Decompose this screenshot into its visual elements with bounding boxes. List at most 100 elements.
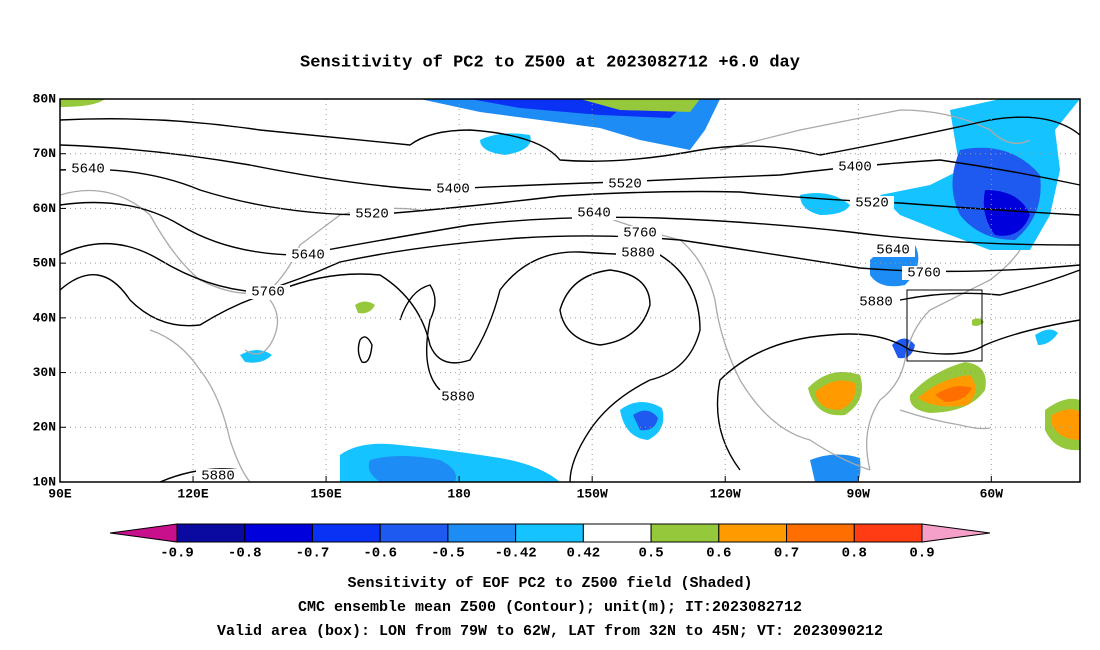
- contour-label-bg: [286, 248, 330, 262]
- shade-region: [368, 456, 456, 482]
- colorbar-segment: [853, 523, 923, 543]
- contour-label: 5520: [855, 196, 889, 212]
- colorbar-label: -0.8: [228, 546, 262, 562]
- colorbar-label: 0.42: [567, 546, 601, 562]
- contour-label-bg: [431, 182, 475, 196]
- shade-region: [972, 318, 984, 326]
- title: Sensitivity of PC2 to Z500 at 2023082712…: [300, 53, 800, 72]
- colorbar-label: -0.7: [296, 546, 330, 562]
- coastline: [719, 109, 1031, 151]
- contour-label: 5880: [859, 295, 893, 311]
- contour: [899, 269, 1081, 301]
- colorbar-extend: [109, 523, 178, 543]
- y-tick-label: 40N: [33, 310, 56, 325]
- contour: [59, 251, 701, 483]
- shade-region: [633, 410, 658, 431]
- y-tick-label: 20N: [33, 420, 56, 435]
- shade-region: [810, 454, 861, 482]
- x-tick-label: 120W: [710, 486, 741, 501]
- contour-label-bg: [603, 177, 647, 191]
- contour-label: 5880: [441, 390, 475, 406]
- colorbar-segment: [786, 523, 855, 543]
- shade-region: [800, 192, 850, 215]
- contour-label-bg: [66, 162, 110, 176]
- contour-label: 5640: [577, 206, 611, 222]
- colorbar-label: 0.5: [638, 546, 663, 562]
- contour-label: 5640: [71, 162, 105, 178]
- contour: [59, 201, 1081, 256]
- colorbar-segment: [718, 523, 788, 543]
- caption: Valid area (box): LON from 79W to 62W, L…: [217, 623, 883, 640]
- contour-label: 5880: [201, 469, 235, 485]
- caption: CMC ensemble mean Z500 (Contour); unit(m…: [298, 599, 802, 616]
- colorbar-label: -0.6: [363, 546, 397, 562]
- contour-label: 5760: [623, 226, 657, 242]
- shade-region: [892, 338, 915, 359]
- contour-label: 5520: [608, 177, 642, 193]
- colorbar-label: 0.7: [774, 546, 799, 562]
- shade-region: [355, 301, 375, 314]
- colorbar-segment: [311, 523, 381, 543]
- contour-label-bg: [833, 160, 877, 174]
- contour-label: 5640: [876, 243, 910, 259]
- contour-label: 5400: [838, 160, 872, 176]
- colorbar-label: -0.42: [495, 546, 537, 562]
- colorbar-label: 0.9: [909, 546, 934, 562]
- contour: [59, 116, 1081, 162]
- shade-region: [983, 190, 1030, 236]
- colorbar-segment: [650, 523, 720, 543]
- colorbar-segment: [244, 523, 313, 543]
- shade-region: [580, 99, 700, 112]
- contour-label-bg: [350, 207, 394, 221]
- shade-region: [480, 133, 531, 155]
- contour-label: 5880: [621, 246, 655, 262]
- contour-label-bg: [436, 390, 480, 404]
- colorbar-segment: [582, 523, 652, 543]
- colorbar-extend: [921, 523, 991, 543]
- shade-region: [240, 350, 272, 363]
- coastline: [149, 329, 251, 483]
- x-tick-label: 180: [447, 486, 471, 501]
- colorbar-label: -0.9: [160, 546, 194, 562]
- x-tick-label: 90W: [847, 486, 871, 501]
- contour-label: 5520: [355, 207, 389, 223]
- y-tick-label: 80N: [33, 91, 56, 106]
- contour: [399, 284, 441, 391]
- contour-label-bg: [854, 295, 898, 309]
- colorbar-label: 0.6: [706, 546, 731, 562]
- contour-label-bg: [196, 469, 240, 483]
- contour-label-bg: [246, 285, 290, 299]
- contour-label: 5640: [291, 248, 325, 264]
- y-tick-label: 30N: [33, 365, 56, 380]
- colorbar-segment: [447, 523, 517, 543]
- colorbar-segment: [176, 523, 246, 543]
- contour: [59, 144, 1081, 191]
- x-tick-label: 150W: [577, 486, 608, 501]
- contour-label: 5760: [251, 285, 285, 301]
- contour: [59, 235, 1081, 293]
- x-tick-label: 120E: [177, 486, 208, 501]
- colorbar-label: -0.5: [431, 546, 465, 562]
- shade-region: [815, 380, 856, 410]
- colorbar-segment: [515, 523, 584, 543]
- colorbar: -0.9 -0.8 -0.7 -0.6 -0.5 -0.42 0.42 0.5 0.6 0.7 0.…: [109, 523, 991, 562]
- coastline: [244, 299, 279, 355]
- valid-area-box: [906, 289, 983, 362]
- coastline: [599, 214, 871, 471]
- contour-label-bg: [850, 196, 894, 210]
- shade-region: [1035, 329, 1058, 345]
- shade-region: [935, 386, 972, 402]
- shade-region: [1052, 409, 1080, 440]
- x-tick-label: 150E: [310, 486, 341, 501]
- contour-label-bg: [616, 246, 660, 260]
- contour-label: 5760: [907, 266, 941, 282]
- colorbar-label: 0.8: [842, 546, 867, 562]
- coastline: [866, 249, 1021, 471]
- contour: [59, 168, 1081, 216]
- x-tick-label: 90E: [48, 486, 72, 501]
- contour: [357, 336, 373, 364]
- y-tick-label: 10N: [33, 474, 56, 489]
- coastline: [899, 409, 991, 430]
- contour-label-bg: [871, 243, 915, 257]
